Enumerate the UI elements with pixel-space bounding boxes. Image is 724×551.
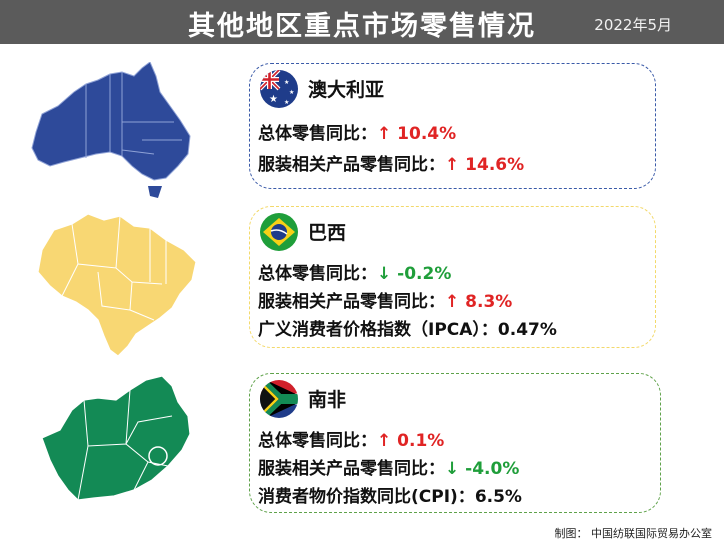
total-retail-label: 总体零售同比： <box>258 431 377 451</box>
ipca-label: 广义消费者价格指数（IPCA）： <box>258 320 498 340</box>
svg-text:★: ★ <box>284 79 289 86</box>
report-date: 2022年5月 <box>594 16 672 34</box>
south-africa-card: 南非 总体零售同比：↑ 0.1% 服装相关产品零售同比：↓ -4.0% 消费者物… <box>249 373 661 513</box>
brazil-ipca: 广义消费者价格指数（IPCA）：0.47% <box>258 315 557 340</box>
apparel-retail-value: 14.6% <box>465 155 525 175</box>
country-name-south-africa: 南非 <box>308 389 347 411</box>
down-arrow-icon: ↓ <box>377 264 392 284</box>
down-arrow-icon: ↓ <box>445 459 460 479</box>
brazil-map <box>37 213 197 357</box>
total-retail-value: 0.1% <box>397 431 445 451</box>
up-arrow-icon: ↑ <box>377 431 392 451</box>
total-retail-label: 总体零售同比： <box>258 124 377 144</box>
apparel-retail-label: 服装相关产品零售同比： <box>258 459 445 479</box>
brazil-apparel-retail: 服装相关产品零售同比：↑ 8.3% <box>258 287 512 312</box>
apparel-retail-value: -4.0% <box>465 459 520 479</box>
header-bar: 其他地区重点市场零售情况 2022年5月 <box>0 0 724 44</box>
australia-total-retail: 总体零售同比：↑ 10.4% <box>258 119 456 144</box>
south-africa-apparel-retail: 服装相关产品零售同比：↓ -4.0% <box>258 454 519 479</box>
country-name-brazil: 巴西 <box>308 222 347 244</box>
apparel-retail-label: 服装相关产品零售同比： <box>258 155 445 175</box>
australia-apparel-retail: 服装相关产品零售同比：↑ 14.6% <box>258 150 524 175</box>
svg-text:★: ★ <box>289 89 294 96</box>
total-retail-value: -0.2% <box>397 264 452 284</box>
svg-text:★: ★ <box>269 94 278 105</box>
total-retail-value: 10.4% <box>397 124 457 144</box>
up-arrow-icon: ↑ <box>377 124 392 144</box>
ipca-value: 0.47% <box>497 320 557 340</box>
up-arrow-icon: ↑ <box>445 155 460 175</box>
brazil-card: 巴西 总体零售同比：↓ -0.2% 服装相关产品零售同比：↑ 8.3% 广义消费… <box>249 206 656 348</box>
cpi-value: 6.5% <box>474 487 522 507</box>
apparel-retail-label: 服装相关产品零售同比： <box>258 292 445 312</box>
australia-map <box>31 62 191 198</box>
up-arrow-icon: ↑ <box>445 292 460 312</box>
cpi-label: 消费者物价指数同比(CPI)： <box>258 487 475 507</box>
brazil-flag-icon <box>260 213 298 251</box>
australia-card: ★ ★ ★ ★ 澳大利亚 总体零售同比：↑ 10.4% 服装相关产品零售同比：↑… <box>249 63 656 189</box>
page-title: 其他地区重点市场零售情况 <box>188 11 536 42</box>
australia-flag-icon: ★ ★ ★ ★ <box>260 70 298 108</box>
apparel-retail-value: 8.3% <box>465 292 513 312</box>
south-africa-flag-icon <box>260 380 298 418</box>
svg-text:★: ★ <box>284 99 289 106</box>
footer-credit: 制图： 中国纺联国际贸易办公室 <box>554 527 713 540</box>
country-name-australia: 澳大利亚 <box>308 79 385 101</box>
total-retail-label: 总体零售同比： <box>258 264 377 284</box>
south-africa-map <box>41 376 191 501</box>
south-africa-cpi: 消费者物价指数同比(CPI)：6.5% <box>258 482 522 507</box>
south-africa-total-retail: 总体零售同比：↑ 0.1% <box>258 426 444 451</box>
brazil-total-retail: 总体零售同比：↓ -0.2% <box>258 259 451 284</box>
